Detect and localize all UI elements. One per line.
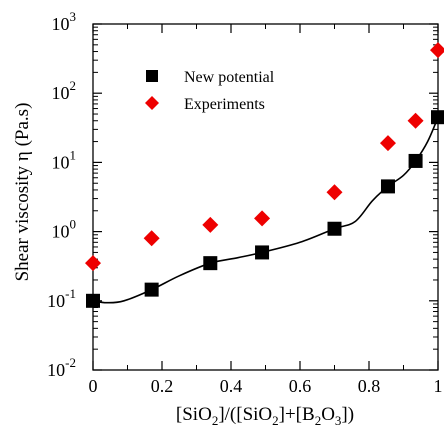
- x-tick-label: 0.2: [151, 376, 174, 396]
- experiment-point: [143, 230, 160, 247]
- y-axis-label: Shear viscosity η (Pa.s): [12, 103, 33, 282]
- legend: New potential Experiments: [145, 69, 275, 113]
- legend-marker-experiments: [145, 96, 159, 110]
- y-tick-label: 10-1: [47, 286, 76, 311]
- x-tick-labels: 0 0.2 0.4 0.6 0.8 1: [89, 376, 443, 396]
- experiment-point: [407, 112, 424, 129]
- legend-label-new-potential: New potential: [184, 69, 275, 86]
- y-tick-label: 102: [52, 78, 77, 103]
- new-potential-point: [431, 110, 444, 125]
- x-tick-label: 1: [434, 376, 443, 396]
- y-tick-labels: 10-2 10-1 100 101 102 103: [47, 9, 76, 380]
- new-potential-point: [203, 256, 218, 271]
- x-tick-label: 0.8: [358, 376, 381, 396]
- new-potential-point: [408, 153, 423, 168]
- experiment-point: [254, 210, 271, 227]
- fit-curve-line: [92, 116, 439, 304]
- new-potential-point: [144, 282, 159, 297]
- legend-marker-new-potential: [146, 70, 158, 82]
- y-tick-label: 101: [52, 147, 77, 172]
- x-tick-label: 0.6: [289, 376, 312, 396]
- x-tick-label: 0.4: [220, 376, 243, 396]
- x-axis-label: [SiO2]/([SiO2]+[B2O3]): [176, 404, 354, 428]
- experiment-point: [85, 255, 101, 272]
- legend-label-experiments: Experiments: [184, 96, 265, 113]
- y-tick-label: 100: [52, 217, 77, 242]
- new-potential-point: [255, 245, 270, 260]
- new-potential-point: [327, 221, 342, 236]
- plot-area: [85, 23, 444, 371]
- new-potential-point: [86, 293, 100, 308]
- experiment-point: [326, 184, 343, 201]
- x-tick-label: 0: [89, 376, 98, 396]
- experiment-point: [202, 216, 219, 233]
- experiment-point: [379, 135, 396, 152]
- new-potential-point: [380, 179, 395, 194]
- experiment-point: [430, 42, 444, 59]
- y-tick-label: 10-2: [47, 355, 76, 380]
- y-tick-label: 103: [52, 9, 77, 34]
